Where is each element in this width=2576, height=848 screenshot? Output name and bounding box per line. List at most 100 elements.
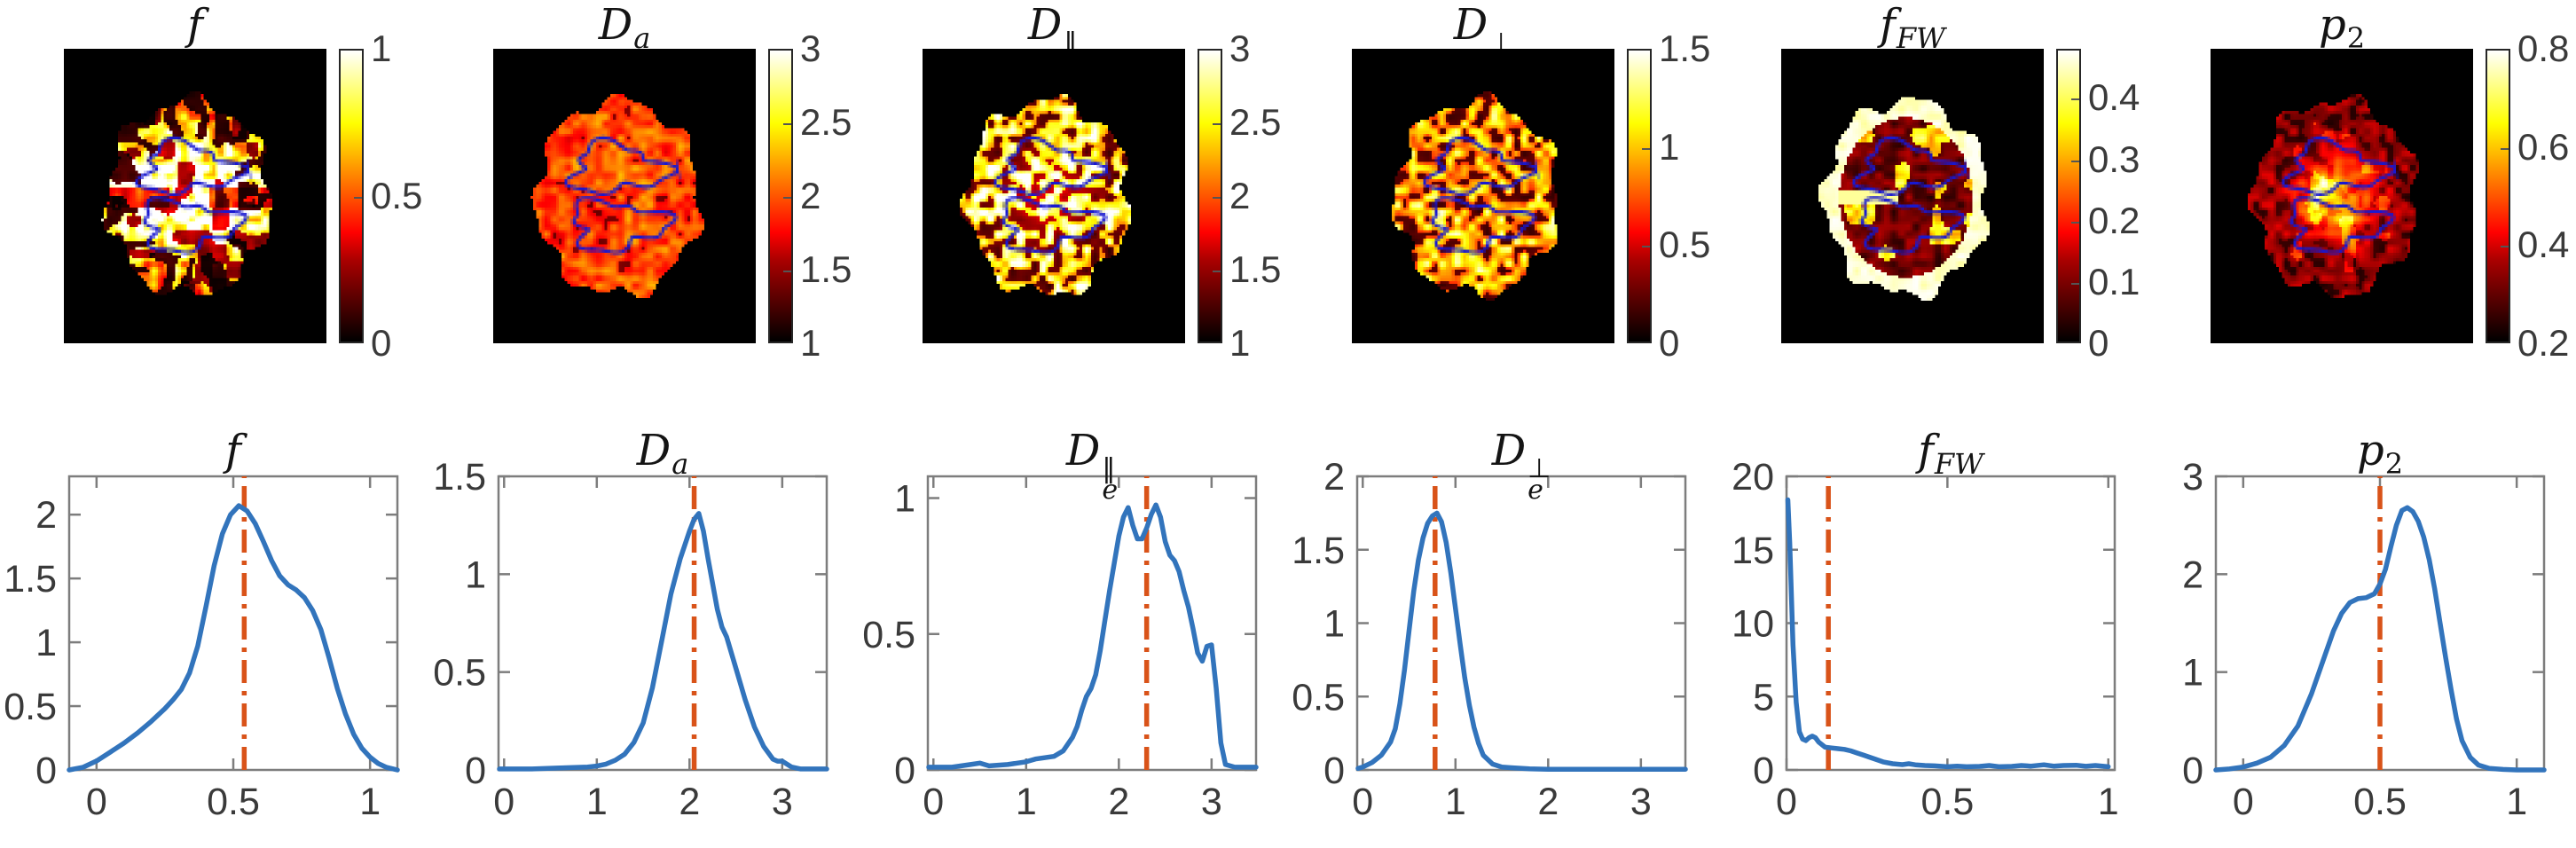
brain-map-DePar bbox=[923, 49, 1185, 343]
svg-text:0: 0 bbox=[1753, 750, 1774, 792]
colorbar-tick bbox=[354, 197, 362, 199]
colorbar-tick-label: 0.8 bbox=[2517, 27, 2570, 69]
colorbar-tick-label: 0.4 bbox=[2088, 76, 2140, 119]
map-panel-fFW: fFW 0 0.1 0.2 0.3 0.4 bbox=[1717, 0, 2147, 426]
colorbar-tick-label: 2.5 bbox=[1229, 101, 1282, 143]
svg-text:3: 3 bbox=[1630, 781, 1652, 823]
svg-text:0: 0 bbox=[2182, 750, 2203, 792]
colorbar-tick bbox=[1213, 123, 1221, 125]
map-panel-DePerp: D⊥e 0 0.5 1 1.5 bbox=[1288, 0, 1717, 426]
title-subscript: 2 bbox=[2384, 446, 2404, 481]
title-supsub: ⊥e bbox=[1528, 452, 1551, 506]
svg-text:2: 2 bbox=[679, 781, 700, 823]
colorbar-tick-label: 2 bbox=[1229, 175, 1251, 216]
brain-map-fFW bbox=[1781, 49, 2044, 343]
svg-text:2: 2 bbox=[1108, 781, 1129, 823]
svg-text:1: 1 bbox=[2182, 652, 2203, 695]
brain-map-f bbox=[64, 49, 326, 343]
colorbar-tick bbox=[1213, 271, 1221, 272]
plot-title-fFW: fFW bbox=[1787, 426, 2115, 481]
colorbar-tick-label: 1.5 bbox=[800, 248, 852, 290]
svg-text:15: 15 bbox=[1732, 530, 1774, 572]
brain-map-Da bbox=[493, 49, 756, 343]
svg-text:0.5: 0.5 bbox=[862, 614, 915, 656]
title-base: f bbox=[1918, 426, 1934, 475]
svg-text:0: 0 bbox=[1352, 781, 1373, 823]
colorbar-tick bbox=[783, 123, 791, 125]
colorbar-tick-label: 1 bbox=[1659, 125, 1680, 168]
density-curve-fFW bbox=[1785, 497, 2111, 770]
svg-text:1.5: 1.5 bbox=[4, 558, 57, 601]
colorbar-DePar bbox=[1198, 49, 1222, 343]
density-curve-DePerp bbox=[1355, 510, 1688, 772]
density-plot-DePar: 0 1 2 3 0 0.5 1 bbox=[862, 475, 1259, 823]
svg-text:1: 1 bbox=[359, 781, 381, 823]
colorbar-tick-label: 0.1 bbox=[2088, 260, 2140, 302]
brain-map-DePerp bbox=[1352, 49, 1614, 343]
svg-text:0: 0 bbox=[1323, 750, 1345, 792]
title-subscript: a bbox=[671, 446, 689, 481]
svg-text:1: 1 bbox=[2098, 781, 2119, 823]
svg-text:0: 0 bbox=[923, 781, 944, 823]
svg-text:2: 2 bbox=[2182, 554, 2203, 596]
map-panel-DePar: D‖e 1 1.5 2 2.5 3 bbox=[859, 0, 1288, 426]
density-plot-DePerp: 0 1 2 3 0 0.5 1 1.5 2 bbox=[1292, 456, 1688, 823]
svg-text:0.5: 0.5 bbox=[1292, 676, 1345, 718]
svg-text:0: 0 bbox=[493, 781, 514, 823]
density-panel-DePar: D ‖ e 0 1 2 3 0 0.5 1 bbox=[859, 426, 1288, 848]
colorbar-tick bbox=[2501, 147, 2509, 150]
colorbar-tick bbox=[1642, 147, 1650, 150]
colorbar-tick-label: 3 bbox=[1229, 27, 1251, 69]
title-base: D bbox=[636, 426, 671, 475]
density-plot-row: f 0 0.5 1 0 0.5 1 1.5 2 Da 0 1 2 3 0 0.5 1 1.5 D ‖ e 0 1 2 3 0 0.5… bbox=[0, 426, 2576, 848]
colorbar-tick bbox=[2071, 282, 2079, 285]
plot-title-DePar: D ‖ e bbox=[928, 426, 1256, 503]
svg-text:1: 1 bbox=[35, 622, 57, 664]
colorbar-tick bbox=[2501, 246, 2509, 248]
plot-title-p2: p2 bbox=[2216, 426, 2544, 481]
svg-text:0.5: 0.5 bbox=[2353, 781, 2407, 823]
title-subscript: a bbox=[633, 20, 651, 55]
svg-text:1.5: 1.5 bbox=[1292, 530, 1345, 572]
density-plot-Da: 0 1 2 3 0 0.5 1 1.5 bbox=[433, 456, 829, 823]
title-subscript: FW bbox=[1934, 446, 1983, 481]
colorbar-tick-label: 0.2 bbox=[2517, 322, 2570, 364]
colorbar-tick-label: 0.6 bbox=[2517, 125, 2570, 168]
density-curve-Da bbox=[497, 511, 829, 772]
title-base: f bbox=[187, 0, 203, 50]
map-panel-Da: Da 1 1.5 2 2.5 3 bbox=[429, 0, 859, 426]
colorbar-tick-label: 0.2 bbox=[2088, 199, 2140, 241]
density-panel-p2: p2 0 0.5 1 0 1 2 3 bbox=[2147, 426, 2576, 848]
title-base: f bbox=[225, 426, 241, 475]
title-base: D bbox=[1065, 426, 1101, 475]
svg-text:2: 2 bbox=[1323, 456, 1345, 499]
colorbar-tick-label: 2.5 bbox=[800, 101, 852, 143]
map-title-fFW: fFW bbox=[1781, 0, 2044, 55]
svg-text:2: 2 bbox=[1537, 781, 1559, 823]
density-curve-DePar bbox=[926, 502, 1259, 770]
map-title-f: f bbox=[64, 0, 326, 50]
colorbar-DePerp bbox=[1627, 49, 1652, 343]
svg-text:1: 1 bbox=[1323, 603, 1345, 646]
density-panel-fFW: fFW 0 0.5 1 0 5 10 15 20 bbox=[1717, 426, 2147, 848]
svg-text:1: 1 bbox=[2506, 781, 2527, 823]
density-panel-DePerp: D ⊥ e 0 1 2 3 0 0.5 1 1.5 2 bbox=[1288, 426, 1717, 848]
colorbar-tick bbox=[1642, 246, 1650, 248]
density-plot-f: 0 0.5 1 0 0.5 1 1.5 2 bbox=[4, 475, 400, 823]
svg-text:0: 0 bbox=[86, 781, 107, 823]
title-base: p bbox=[2318, 0, 2346, 50]
colorbar-tick-label: 0 bbox=[371, 322, 392, 364]
title-base: D bbox=[1453, 0, 1488, 50]
colorbar-tick-label: 1 bbox=[371, 27, 392, 69]
svg-text:0.5: 0.5 bbox=[207, 781, 260, 823]
colorbar-p2 bbox=[2486, 49, 2510, 343]
colorbar-tick bbox=[2071, 221, 2079, 224]
svg-text:0: 0 bbox=[35, 750, 57, 792]
colorbar-tick-label: 0.5 bbox=[1659, 224, 1711, 266]
colorbar-tick bbox=[783, 271, 791, 272]
colorbar-tick bbox=[2071, 98, 2079, 101]
colorbar-tick bbox=[783, 197, 791, 199]
colorbar-tick-label: 2 bbox=[800, 175, 821, 216]
